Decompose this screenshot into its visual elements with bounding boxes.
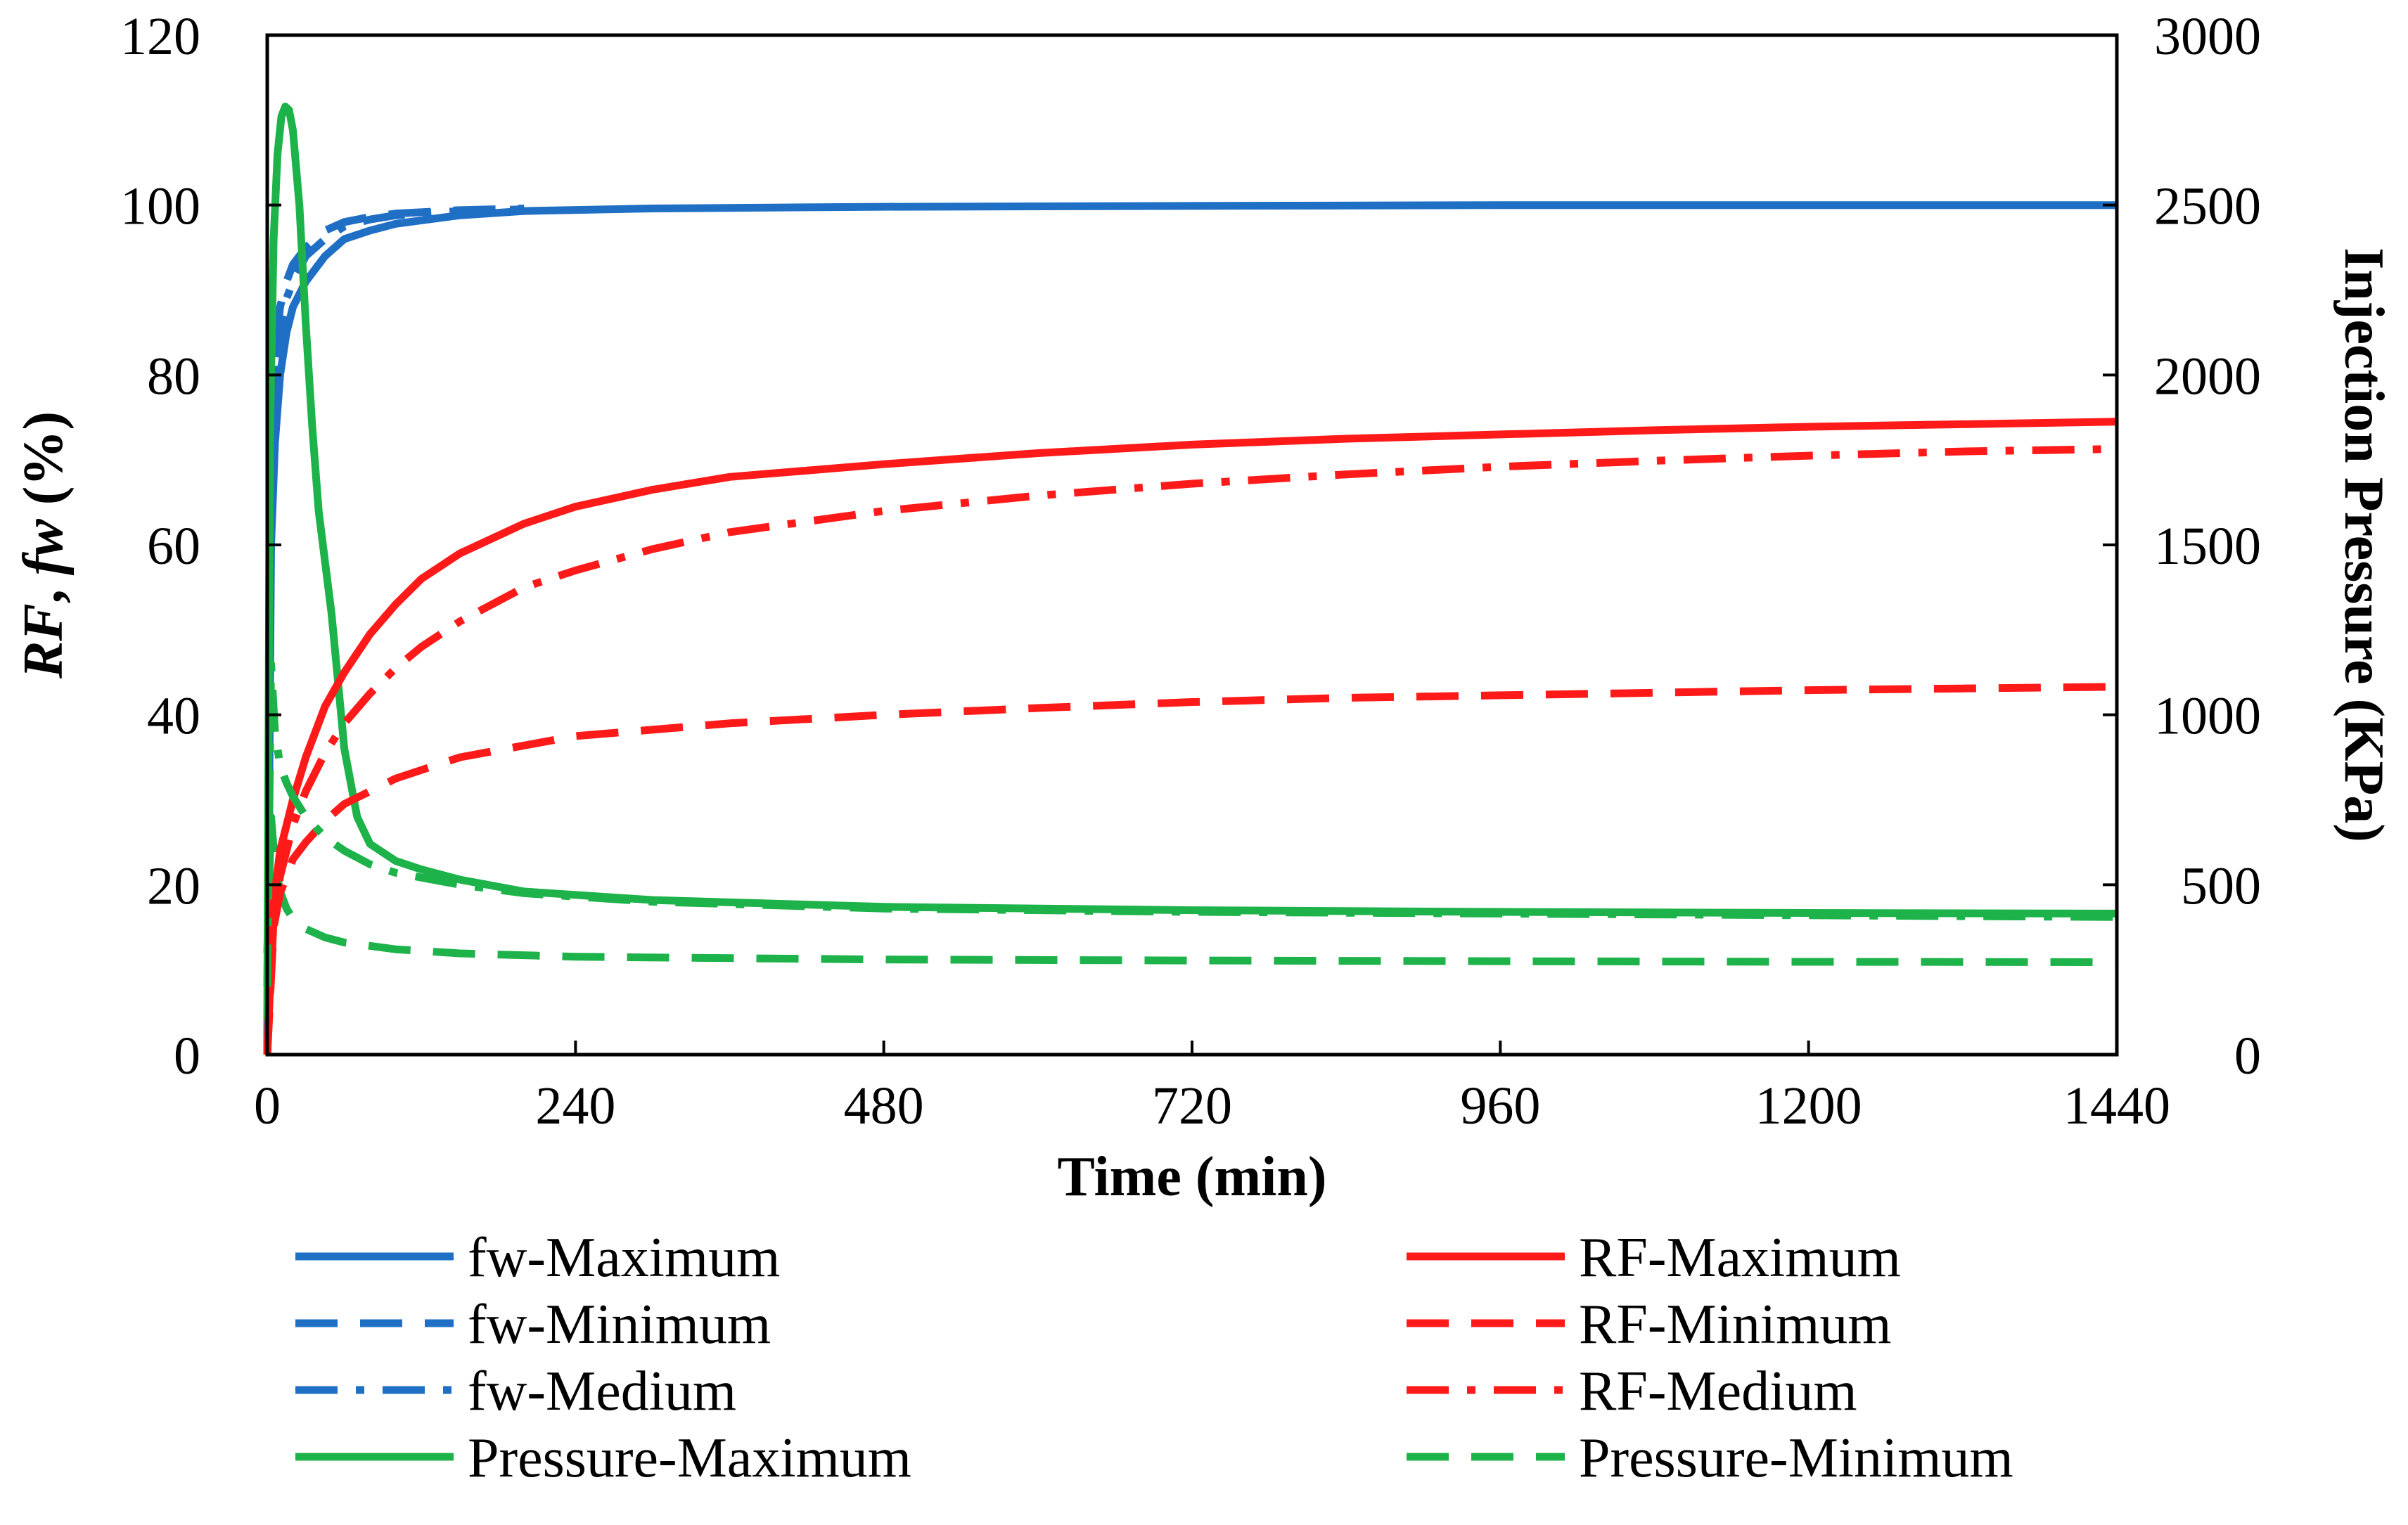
x-tick-label: 1440 bbox=[2063, 1076, 2170, 1135]
y-right-tick-label: 1000 bbox=[2154, 687, 2261, 746]
y-left-tick-label: 100 bbox=[120, 177, 200, 236]
x-tick-label: 240 bbox=[535, 1076, 615, 1135]
legend-label-rf-minimum: RF-Minimum bbox=[1579, 1294, 1892, 1356]
y-left-tick-label: 0 bbox=[174, 1027, 200, 1086]
legend-label-fw-minimum: fw-Minimum bbox=[468, 1294, 771, 1356]
y-axis-right-title: Injection Pressure (KPa) bbox=[2333, 247, 2395, 842]
y-left-tick-label: 120 bbox=[120, 7, 200, 66]
y-right-tick-label: 2000 bbox=[2154, 347, 2261, 406]
x-tick-label: 480 bbox=[844, 1076, 924, 1135]
x-tick-label: 0 bbox=[254, 1076, 281, 1135]
y-left-tick-label: 40 bbox=[147, 687, 200, 746]
y-right-tick-label: 3000 bbox=[2154, 7, 2261, 66]
legend: fw-Maximum RF-Maximum fw-Minimum RF-Minimum… bbox=[295, 1227, 2013, 1489]
y-right-tick-label: 500 bbox=[2181, 856, 2261, 915]
legend-label-pressure-minimum: Pressure-Minimum bbox=[1579, 1427, 2013, 1489]
legend-label-rf-maximum: RF-Maximum bbox=[1579, 1227, 1901, 1289]
y-right-tick-label: 1500 bbox=[2154, 517, 2261, 576]
series-line-rf-maximum bbox=[263, 418, 2118, 1055]
x-tick-label: 1200 bbox=[1755, 1076, 1862, 1135]
x-tick-label: 720 bbox=[1152, 1076, 1232, 1135]
y-axis-left-title: RF, fw (%) bbox=[13, 411, 75, 679]
series-layer bbox=[263, 103, 2118, 1055]
legend-label-pressure-maximum: Pressure-Maximum bbox=[468, 1427, 911, 1489]
legend-label-rf-medium: RF-Medium bbox=[1579, 1360, 1857, 1422]
y-left-title-fw: fw bbox=[13, 519, 75, 576]
y-left-title-rf: RF bbox=[13, 603, 75, 679]
y-left-tick-label: 20 bbox=[147, 856, 200, 915]
y-left-title-unit: (%) bbox=[13, 411, 75, 519]
legend-label-fw-medium: fw-Medium bbox=[468, 1360, 736, 1422]
y-left-title-sep: , bbox=[13, 575, 75, 603]
x-tick-label: 960 bbox=[1460, 1076, 1540, 1135]
x-axis-title: Time (min) bbox=[1058, 1146, 1327, 1208]
y-right-tick-label: 2500 bbox=[2154, 177, 2261, 236]
y-left-tick-label: 60 bbox=[147, 517, 200, 576]
y-right-tick-label: 0 bbox=[2234, 1027, 2261, 1086]
series-line-pressure-medium bbox=[263, 659, 2118, 987]
y-left-tick-label: 80 bbox=[147, 347, 200, 406]
series-line-rf-minimum bbox=[263, 683, 2118, 1055]
tick-layer: 0 240 480 720 960 1200 14400204060801001200500… bbox=[120, 7, 2261, 1135]
series-line-rf-medium bbox=[263, 445, 2118, 1055]
legend-label-fw-maximum: fw-Maximum bbox=[468, 1227, 780, 1289]
